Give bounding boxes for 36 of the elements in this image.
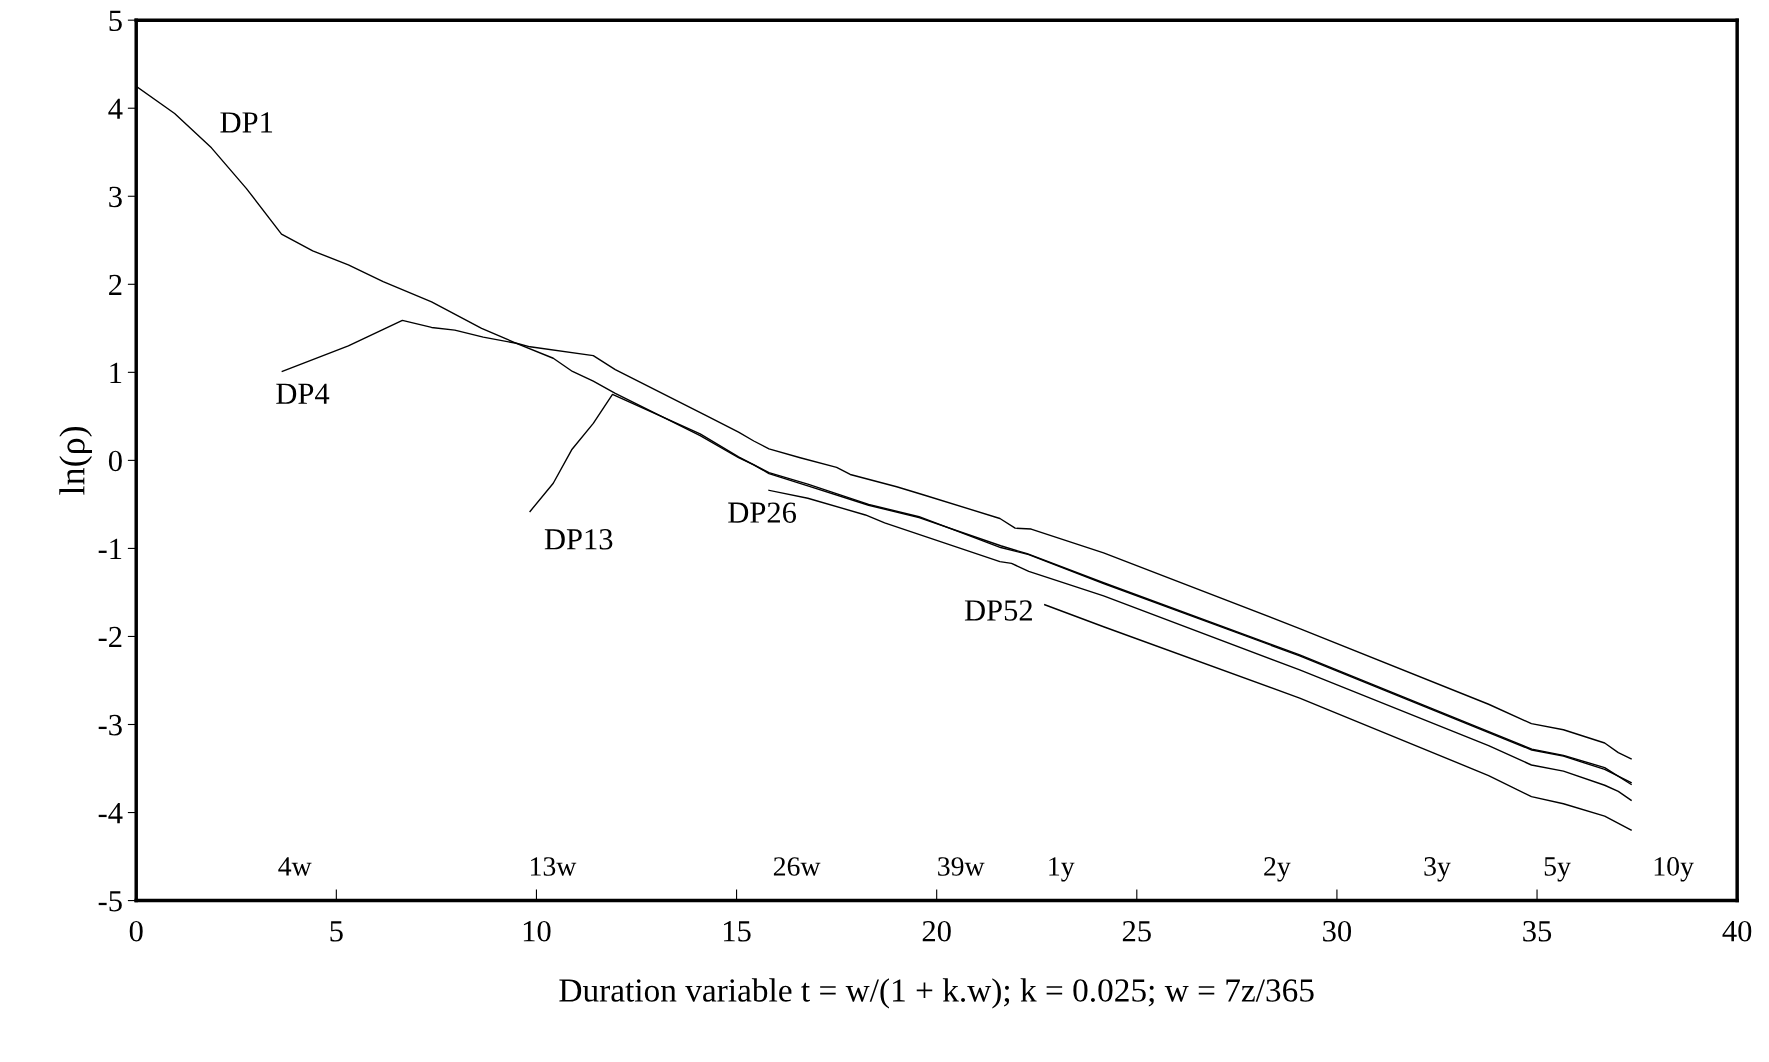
x-axis-title: Duration variable t = w/(1 + k.w); k = 0.025; w = 7z/365 [559,978,1314,1009]
y-tick-label: -4 [98,803,123,824]
y-tick-label: 5 [109,10,122,32]
annotation: 3y [1424,857,1451,882]
x-tick-label: 15 [723,921,751,942]
x-tick-label: 10 [523,920,551,942]
y-tick-label: -2 [98,626,122,648]
annotation: 1y [1049,857,1075,882]
x-tick-label: 40 [1722,920,1752,942]
y-tick-label: -3 [98,714,122,736]
y-tick-label: 0 [108,450,122,472]
annotation: 5y [1544,857,1571,882]
series-label: DP52 [964,600,1032,621]
annotation: 39w [938,857,985,876]
annotation: 26w [773,857,821,876]
series-label: DP26 [728,502,797,523]
y-tick-label: 3 [109,186,122,208]
series-label: DP4 [276,383,330,404]
series-label: DP13 [544,529,613,550]
y-tick-label: 4 [108,98,123,119]
x-tick-label: 5 [330,921,343,942]
x-tick-label: 0 [129,920,143,942]
series-label: DP1 [220,112,273,133]
annotation: 13w [530,857,577,876]
y-tick-label: -1 [98,538,122,560]
annotation: 2y [1264,857,1291,882]
y-tick-label: -5 [98,891,122,912]
annotation: 10y [1654,857,1694,882]
x-tick-label: 25 [1122,920,1151,942]
x-tick-label: 35 [1523,920,1552,942]
y-tick-label: 1 [110,362,122,383]
annotation: 4w [278,857,312,876]
x-tick-label: 30 [1323,920,1352,942]
y-axis-title: ln(ρ) [59,426,93,495]
x-tick-label: 20 [922,920,951,942]
y-tick-label: 2 [109,274,122,295]
